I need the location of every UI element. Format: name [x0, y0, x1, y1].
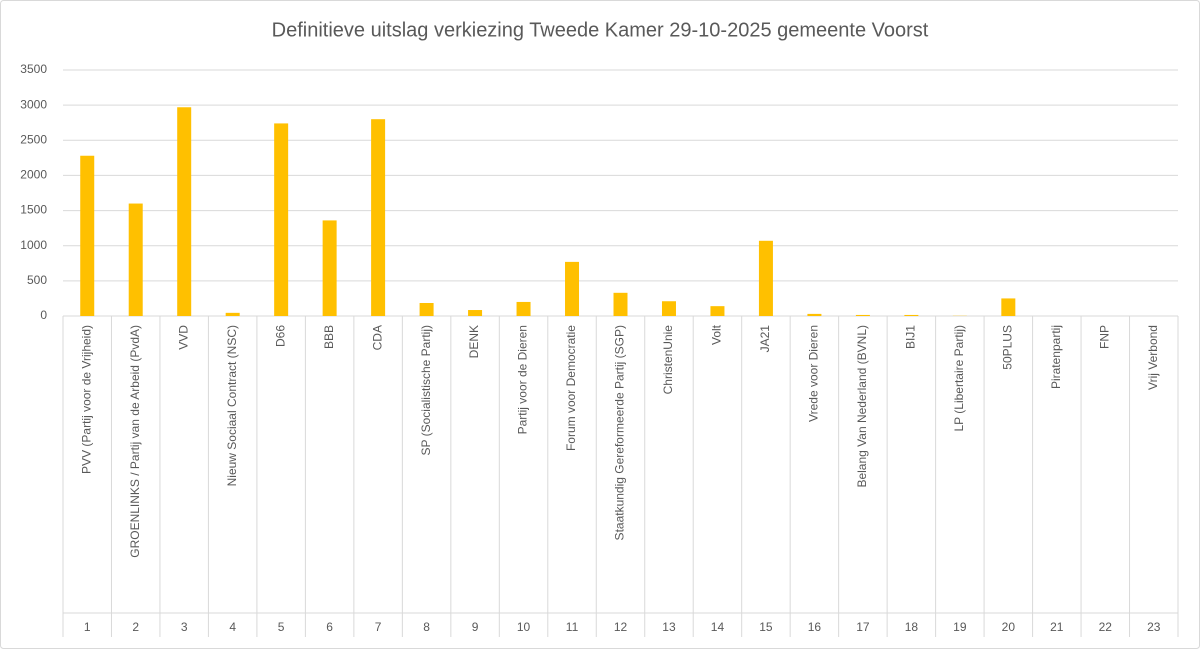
bar	[322, 220, 337, 316]
x-tick-number: 17	[856, 620, 870, 634]
x-tick-number: 16	[808, 620, 822, 634]
x-tick-label: Forum voor Democratie	[564, 325, 578, 451]
chart-title: Definitieve uitslag verkiezing Tweede Ka…	[272, 19, 929, 41]
x-tick-label: Vrij Verbond	[1146, 325, 1160, 390]
y-tick-label: 1500	[20, 203, 47, 217]
bar	[371, 119, 386, 316]
x-tick-label: VVD	[176, 325, 190, 350]
x-tick-number: 3	[181, 620, 188, 634]
x-tick-number: 23	[1147, 620, 1161, 634]
x-tick-label: Partij voor de Dieren	[516, 325, 530, 434]
y-tick-label: 0	[40, 308, 47, 322]
x-tick-number: 1	[84, 620, 91, 634]
x-tick-label: 50PLUS	[1000, 325, 1014, 370]
x-tick-label: Vrede voor Dieren	[807, 325, 821, 422]
bar	[177, 107, 192, 316]
x-tick-label: JA21	[758, 325, 772, 353]
x-tick-label: ChristenUnie	[661, 325, 675, 395]
bar	[904, 314, 919, 316]
x-tick-number: 5	[278, 620, 285, 634]
y-tick-label: 3000	[20, 97, 47, 111]
bar	[855, 314, 870, 316]
x-tick-number: 14	[711, 620, 725, 634]
bar	[710, 306, 725, 316]
y-tick-label: 2500	[20, 132, 47, 146]
x-tick-number: 9	[472, 620, 479, 634]
x-tick-label: PVV (Partij voor de Vrijheid)	[79, 325, 93, 474]
x-tick-label: BIJ1	[904, 325, 918, 349]
x-tick-label: FNP	[1097, 325, 1111, 349]
y-tick-label: 2000	[20, 168, 47, 182]
y-tick-label: 500	[27, 273, 47, 287]
x-tick-number: 19	[953, 620, 967, 634]
x-tick-label: Piratenpartij	[1049, 325, 1063, 389]
x-tick-number: 12	[614, 620, 628, 634]
bar	[274, 123, 289, 316]
x-tick-label: Volt	[710, 324, 724, 345]
x-tick-label: Nieuw Sociaal Contract (NSC)	[225, 325, 239, 486]
x-tick-number: 15	[759, 620, 773, 634]
bar	[80, 155, 95, 316]
bar	[225, 312, 240, 316]
bar	[758, 240, 773, 316]
x-tick-number: 8	[423, 620, 430, 634]
x-tick-label: CDA	[370, 325, 384, 350]
x-tick-number: 4	[229, 620, 236, 634]
bar	[516, 301, 531, 316]
x-tick-number: 13	[662, 620, 676, 634]
x-tick-label: D66	[273, 325, 287, 347]
x-tick-number: 21	[1050, 620, 1064, 634]
x-tick-number: 7	[375, 620, 382, 634]
x-tick-label: Belang Van Nederland (BVNL)	[855, 325, 869, 488]
x-tick-number: 6	[326, 620, 333, 634]
x-tick-number: 22	[1099, 620, 1113, 634]
x-tick-label: DENK	[467, 325, 481, 358]
x-tick-number: 10	[517, 620, 531, 634]
bar	[613, 292, 628, 316]
bar	[419, 302, 434, 316]
bar	[565, 261, 580, 316]
x-tick-number: 2	[132, 620, 139, 634]
x-tick-label: LP (Libertaire Partij)	[952, 325, 966, 432]
bar	[1001, 298, 1016, 316]
x-tick-label: BBB	[322, 325, 336, 349]
x-tick-label: Staatkundig Gereformeerde Partij (SGP)	[613, 325, 627, 540]
x-tick-number: 18	[905, 620, 919, 634]
bar	[661, 301, 676, 316]
bar	[468, 310, 483, 316]
x-tick-number: 20	[1002, 620, 1016, 634]
x-tick-label: SP (Socialistische Partij)	[419, 325, 433, 456]
y-tick-label: 1000	[20, 238, 47, 252]
bar	[128, 203, 143, 316]
bar	[807, 313, 822, 316]
y-tick-label: 3500	[20, 62, 47, 76]
x-tick-label: GROENLINKS / Partij van de Arbeid (PvdA)	[128, 325, 142, 558]
x-tick-number: 11	[566, 620, 579, 634]
